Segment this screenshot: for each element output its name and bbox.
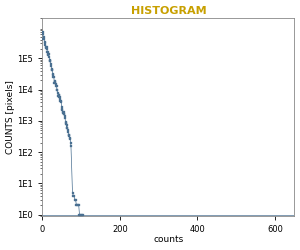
X-axis label: counts: counts xyxy=(153,236,184,244)
Y-axis label: COUNTS [pixels]: COUNTS [pixels] xyxy=(6,80,15,154)
Title: HISTOGRAM: HISTOGRAM xyxy=(130,6,206,16)
